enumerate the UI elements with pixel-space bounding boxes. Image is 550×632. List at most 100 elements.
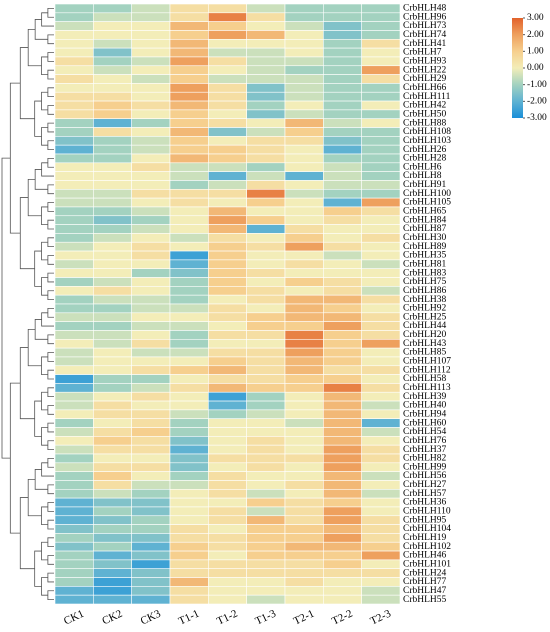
heat-cell <box>323 268 362 278</box>
heat-cell <box>169 471 209 481</box>
heat-cell <box>208 3 247 14</box>
heat-cell <box>361 250 401 261</box>
heat-cell <box>323 197 362 208</box>
dendrogram <box>1 8 54 600</box>
row-label: CrbHLH7 <box>403 48 442 58</box>
heat-cell <box>361 330 401 340</box>
heat-cell <box>208 427 247 437</box>
heat-cell <box>284 462 324 472</box>
heat-cell <box>323 400 362 411</box>
dendrogram-branch <box>47 52 54 62</box>
dendrogram-branch <box>41 541 48 561</box>
heat-cell <box>361 356 401 367</box>
heat-cell <box>323 109 362 120</box>
heat-cell <box>208 65 247 75</box>
heat-cell <box>284 136 324 146</box>
heat-cell <box>93 268 132 278</box>
heat-cell <box>284 127 324 137</box>
heat-cell <box>169 206 209 217</box>
row-label: CrbHLH105 <box>403 198 451 208</box>
heat-cell <box>361 347 401 358</box>
heat-cell <box>93 91 132 102</box>
heat-cell <box>246 180 286 190</box>
heat-cell <box>131 427 171 437</box>
heat-cell <box>246 277 286 287</box>
heat-cell <box>169 541 209 552</box>
heat-cell <box>323 56 362 67</box>
heat-cell <box>93 533 132 543</box>
heat-cell <box>131 524 171 534</box>
column-label: CK1 <box>62 608 86 628</box>
heat-cell <box>323 444 362 455</box>
heat-cell <box>246 109 286 120</box>
heat-cell <box>169 453 209 464</box>
heat-cell <box>246 188 286 199</box>
row-label: CrbHLH87 <box>403 224 447 234</box>
heat-cell <box>361 568 401 578</box>
heat-cell <box>361 506 401 517</box>
heat-cell <box>169 497 209 508</box>
heat-cell <box>54 356 94 367</box>
heat-cell <box>208 294 247 305</box>
heat-cell <box>284 83 324 93</box>
heat-cell <box>246 206 286 217</box>
dendrogram-branch <box>47 69 54 80</box>
heat-cell <box>93 241 132 252</box>
dendrogram-branch <box>41 277 48 296</box>
heat-cell <box>93 153 132 164</box>
row-label: CrbHLH107 <box>403 357 451 367</box>
heat-cell <box>131 259 171 270</box>
heat-cell <box>93 303 132 314</box>
heat-cell <box>284 30 324 40</box>
heat-cell <box>246 391 286 402</box>
heat-cell <box>54 127 94 137</box>
dendrogram-branch <box>47 34 54 45</box>
heat-cell <box>54 462 94 472</box>
row-label: CrbHLH39 <box>403 392 447 402</box>
heat-cell <box>361 418 401 428</box>
heat-cell <box>323 30 362 40</box>
dendrogram-branch <box>9 82 21 234</box>
heat-cell <box>208 462 247 472</box>
dendrogram-branch <box>34 550 42 587</box>
dendrogram-branch <box>47 405 54 415</box>
row-label: CrbHLH55 <box>403 595 447 605</box>
heat-cell <box>169 118 209 128</box>
heat-cell <box>208 83 247 93</box>
heat-cell <box>131 100 171 111</box>
heat-cell <box>208 330 247 340</box>
row-label: CrbHLH111 <box>403 92 451 102</box>
heat-cell <box>323 524 362 534</box>
dendrogram-branch <box>19 497 35 570</box>
heat-cell <box>323 65 362 75</box>
row-label: CrbHLH88 <box>403 118 447 128</box>
heat-cell <box>246 427 286 437</box>
heat-cell <box>284 65 324 75</box>
heat-cell <box>131 444 171 455</box>
heat-cell <box>131 515 171 525</box>
heat-cell <box>246 171 286 181</box>
heat-cell <box>208 471 247 481</box>
heat-cell <box>284 400 324 411</box>
heat-cell <box>361 3 401 14</box>
dendrogram-branch <box>47 140 54 150</box>
heat-cell <box>208 374 247 384</box>
heat-cell <box>131 541 171 552</box>
heat-cell <box>323 453 362 464</box>
heat-cell <box>208 259 247 270</box>
row-label: CrbHLH28 <box>403 154 447 164</box>
dendrogram-branch <box>47 202 54 212</box>
row-label: CrbHLH95 <box>403 515 447 525</box>
heat-cell <box>246 409 286 420</box>
heat-cell <box>284 180 324 190</box>
dendrogram-branch <box>47 308 54 318</box>
heat-cell <box>208 436 247 446</box>
heat-cell <box>208 506 247 517</box>
heat-cell <box>284 515 324 525</box>
heat-cell <box>246 241 286 252</box>
heat-cell <box>246 286 286 296</box>
heat-cell <box>208 568 247 578</box>
heat-cell <box>284 541 324 552</box>
heat-cell <box>208 38 247 49</box>
heat-cell <box>323 118 362 128</box>
